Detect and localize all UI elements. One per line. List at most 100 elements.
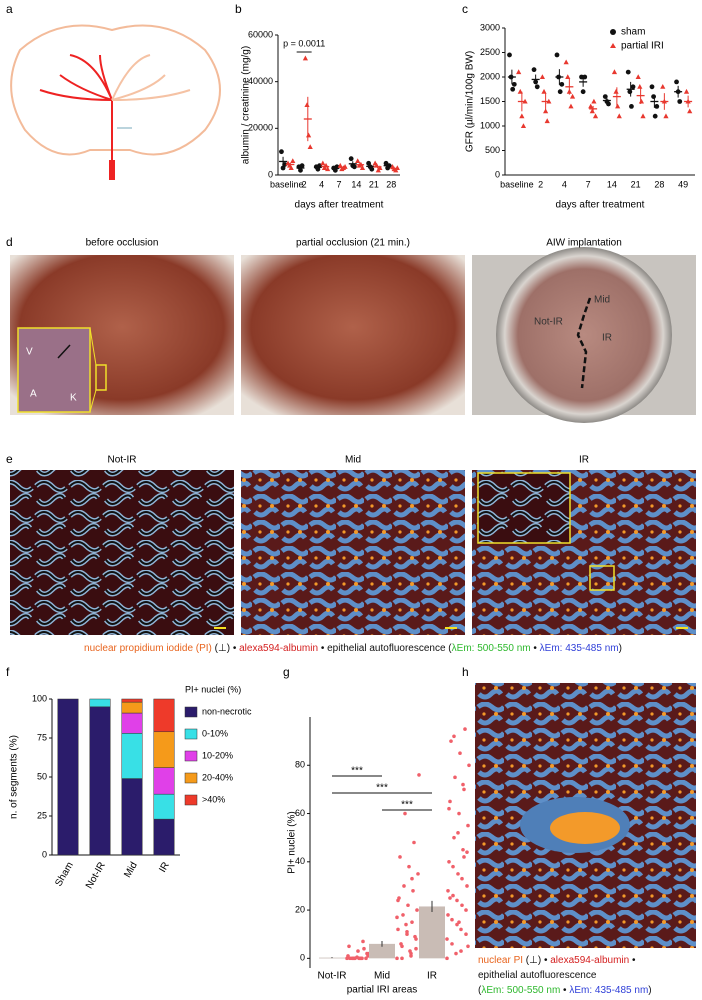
data-point [416, 872, 420, 876]
data-point [459, 949, 463, 953]
data-point [568, 103, 574, 109]
data-point [406, 903, 410, 908]
data-point [399, 942, 403, 946]
data-point [462, 787, 466, 792]
data-point [396, 898, 400, 903]
y-tick-label: 2500 [480, 47, 500, 57]
data-point [461, 782, 465, 787]
y-tick-label: 0 [268, 169, 273, 179]
data-point [687, 108, 693, 114]
y-tick-label: 3000 [480, 22, 500, 32]
caption-part: • [531, 643, 540, 654]
data-point [400, 956, 404, 961]
data-point [288, 165, 294, 170]
inset-label: V [26, 347, 33, 358]
photo-occlusion [241, 255, 465, 415]
data-point [629, 104, 634, 109]
caption: (λEm: 500-550 nm • λEm: 435-485 nm) [478, 985, 652, 996]
caption-part: nuclear propidium iodide (PI) [84, 643, 212, 654]
data-point [554, 52, 560, 58]
caption-part: λEm: 435-485 nm [569, 985, 648, 996]
legend-swatch [184, 706, 198, 718]
data-point [325, 166, 331, 172]
caption-part: λEm: 500-550 nm [452, 643, 531, 654]
caption: epithelial autofluorescence [478, 970, 597, 981]
x-tick-label: 4 [562, 179, 567, 189]
data-point [411, 888, 415, 893]
data-point [348, 156, 354, 162]
data-point [445, 956, 449, 961]
data-point [450, 917, 454, 922]
x-tick-label: 2 [538, 179, 543, 189]
legend-label: 20-40% [202, 772, 233, 782]
x-tick-label: Mid [122, 860, 140, 879]
data-point [452, 734, 456, 739]
data-point [625, 69, 631, 75]
x-tick-label: baseline [270, 179, 304, 189]
annotation: *** [351, 766, 363, 777]
image-h [475, 683, 696, 948]
data-point [683, 88, 690, 94]
x-tick-label: IR [157, 860, 172, 874]
x-tick-label: Not-IR [318, 971, 347, 982]
data-point [592, 113, 599, 119]
legend-label: 0-10% [202, 728, 228, 738]
y-tick-label: 25 [37, 810, 47, 820]
x-tick-label: 49 [678, 179, 688, 189]
x-axis-label: partial IRI areas [347, 985, 418, 996]
x-tick-label: 2 [302, 179, 307, 189]
image-not-ir [10, 470, 234, 635]
data-point [298, 167, 303, 173]
data-point [541, 88, 547, 94]
y-tick-label: 500 [485, 145, 500, 155]
panel-label: c [462, 2, 468, 16]
data-point [635, 74, 641, 79]
data-point [589, 108, 595, 114]
data-point [654, 104, 660, 109]
x-tick-label: 4 [319, 179, 324, 189]
image-ir [472, 470, 696, 635]
data-point [455, 898, 459, 903]
data-point [362, 946, 366, 951]
panel-label: f [6, 665, 10, 679]
data-point [563, 59, 569, 65]
y-tick-label: 50 [37, 771, 47, 781]
bar-segment [89, 706, 111, 856]
caption-part: λEm: 435-485 nm [540, 643, 619, 654]
data-point [463, 727, 467, 731]
data-point [464, 932, 468, 937]
data-point [454, 951, 458, 956]
data-point [613, 88, 619, 94]
y-tick-label: 1500 [480, 96, 500, 106]
y-tick-label: 80 [295, 760, 305, 770]
bar-segment [153, 767, 175, 795]
y-tick-label: 0 [300, 953, 305, 963]
panel-label: d [6, 235, 13, 249]
x-tick-label: IR [427, 971, 437, 982]
bar-segment [121, 733, 143, 779]
y-tick-label: 100 [32, 693, 47, 703]
data-point [649, 84, 655, 90]
x-tick-label: 28 [386, 179, 396, 189]
data-point [460, 876, 464, 881]
panel-label: h [462, 665, 469, 679]
caption-part: alexa594-albumin [550, 955, 629, 966]
data-point [516, 69, 522, 75]
panel-label: b [235, 2, 242, 16]
data-point [511, 81, 517, 87]
bar-segment [153, 793, 175, 820]
data-point [507, 52, 512, 58]
data-point [361, 939, 365, 944]
bar-segment [153, 698, 175, 733]
kidney-drawing [10, 24, 221, 180]
data-point [588, 103, 594, 109]
caption-part: alexa594-albumin [239, 643, 318, 654]
data-point [417, 773, 421, 777]
data-point [519, 113, 525, 119]
data-point [467, 763, 471, 768]
legend-swatch [184, 794, 198, 806]
data-point [461, 847, 465, 852]
data-point [660, 84, 666, 89]
data-point [407, 864, 411, 869]
data-point [531, 67, 537, 73]
